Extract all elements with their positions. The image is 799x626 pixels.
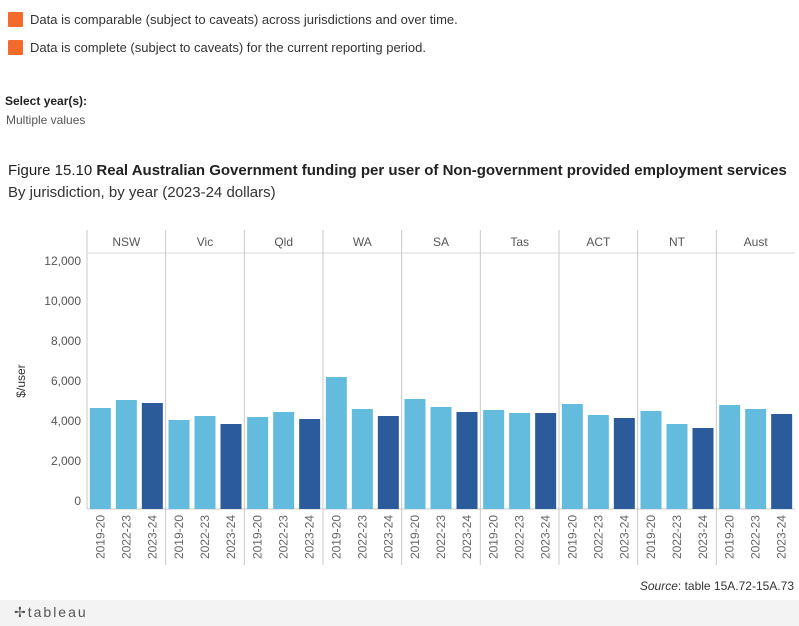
- y-tick-label: 0: [74, 494, 81, 508]
- panel-header-act: ACT: [586, 235, 611, 249]
- orange-square-icon: [8, 40, 23, 55]
- bar-sa-2023-24: [456, 412, 478, 509]
- bar-nt-2023-24: [692, 428, 714, 509]
- tableau-logo-text: tableau: [27, 604, 88, 620]
- y-tick-label: 4,000: [51, 414, 81, 428]
- source-note: Source: table 15A.72-15A.73: [640, 579, 794, 593]
- x-tick-label: 2019-20: [251, 515, 265, 559]
- x-tick-label: 2019-20: [644, 515, 658, 559]
- bar-tas-2023-24: [535, 413, 557, 509]
- panel-header-qld: Qld: [274, 235, 293, 249]
- figure-title: Figure 15.10 Real Australian Government …: [8, 162, 787, 179]
- tableau-logo[interactable]: ✢tableau: [14, 604, 88, 621]
- x-tick-label: 2019-20: [93, 515, 107, 559]
- panel-header-sa: SA: [433, 235, 449, 249]
- source-prefix: Source: [639, 579, 678, 593]
- bar-tas-2019-20: [483, 410, 505, 509]
- x-tick-label: 2023-24: [303, 515, 317, 559]
- panel-header-tas: Tas: [510, 235, 529, 249]
- x-tick-label: 2022-23: [591, 515, 605, 559]
- source-text: : table 15A.72-15A.73: [677, 579, 794, 593]
- bar-vic-2019-20: [168, 420, 190, 509]
- bar-wa-2023-24: [377, 416, 399, 509]
- x-tick-label: 2019-20: [565, 515, 579, 559]
- x-tick-label: 2022-23: [355, 515, 369, 559]
- panel-header-nt: NT: [669, 235, 686, 249]
- x-tick-label: 2023-24: [381, 515, 395, 559]
- bar-nt-2022-23: [666, 424, 688, 509]
- figure-number: Figure 15.10: [8, 162, 93, 179]
- x-tick-label: 2022-23: [513, 515, 527, 559]
- footer-bar: [0, 600, 799, 626]
- x-tick-label: 2023-24: [696, 515, 710, 559]
- bar-qld-2019-20: [247, 417, 269, 509]
- bar-aust-2023-24: [771, 414, 793, 509]
- year-filter-label: Select year(s):: [5, 94, 88, 108]
- x-tick-label: 2023-24: [145, 515, 159, 559]
- bar-sa-2022-23: [430, 407, 452, 509]
- orange-square-icon: [8, 12, 23, 27]
- y-tick-label: 12,000: [44, 254, 81, 268]
- x-tick-label: 2019-20: [487, 515, 501, 559]
- y-tick-label: 10,000: [44, 294, 81, 308]
- bar-nsw-2022-23: [115, 400, 137, 509]
- x-tick-label: 2023-24: [617, 515, 631, 559]
- legend-label-complete: Data is complete (subject to caveats) fo…: [30, 40, 426, 55]
- figure-title-text: Real Australian Government funding per u…: [96, 162, 787, 179]
- bar-chart: $/user 0 2,000 4,000 6,000 8,000 10,000 12,000 N…: [14, 230, 795, 565]
- x-tick-label: 2019-20: [329, 515, 343, 559]
- panel-header-wa: WA: [353, 235, 372, 249]
- bar-wa-2019-20: [325, 377, 347, 509]
- x-tick-label: 2022-23: [198, 515, 212, 559]
- x-tick-label: 2022-23: [749, 515, 763, 559]
- panel-header-nsw: NSW: [112, 235, 141, 249]
- x-tick-label: 2023-24: [460, 515, 474, 559]
- figure-subtitle: By jurisdiction, by year (2023-24 dollar…: [8, 184, 276, 201]
- bar-act-2023-24: [613, 418, 635, 509]
- x-tick-label: 2022-23: [434, 515, 448, 559]
- x-tick-label: 2019-20: [723, 515, 737, 559]
- y-tick-label: 6,000: [51, 374, 81, 388]
- bar-wa-2022-23: [351, 409, 373, 509]
- legend-label-comparable: Data is comparable (subject to caveats) …: [30, 12, 458, 27]
- y-tick-label: 2,000: [51, 454, 81, 468]
- x-tick-label: 2023-24: [539, 515, 553, 559]
- bar-qld-2023-24: [299, 419, 321, 509]
- x-tick-label: 2023-24: [224, 515, 238, 559]
- bar-qld-2022-23: [273, 412, 295, 509]
- bar-act-2022-23: [587, 415, 609, 509]
- tableau-cross-icon: ✢: [14, 604, 28, 620]
- bar-aust-2019-20: [719, 405, 741, 509]
- x-tick-label: 2019-20: [172, 515, 186, 559]
- x-tick-label: 2022-23: [277, 515, 291, 559]
- bar-aust-2022-23: [745, 409, 767, 509]
- bar-nt-2019-20: [640, 411, 662, 509]
- y-axis-label: $/user: [14, 364, 28, 397]
- bar-vic-2022-23: [194, 416, 216, 509]
- panel-header-aust: Aust: [744, 235, 769, 249]
- panel-header-vic: Vic: [197, 235, 213, 249]
- legend-item-complete: Data is complete (subject to caveats) fo…: [8, 40, 426, 55]
- bar-nsw-2023-24: [141, 403, 163, 509]
- bar-act-2019-20: [561, 404, 583, 509]
- y-tick-label: 8,000: [51, 334, 81, 348]
- x-tick-label: 2023-24: [775, 515, 789, 559]
- x-tick-label: 2019-20: [408, 515, 422, 559]
- bar-vic-2023-24: [220, 424, 242, 509]
- legend-item-comparable: Data is comparable (subject to caveats) …: [8, 12, 458, 27]
- year-filter-dropdown[interactable]: Multiple values: [6, 113, 86, 127]
- bar-tas-2022-23: [509, 413, 531, 509]
- bar-sa-2019-20: [404, 399, 426, 509]
- bar-nsw-2019-20: [89, 408, 111, 509]
- x-tick-label: 2022-23: [119, 515, 133, 559]
- x-tick-label: 2022-23: [670, 515, 684, 559]
